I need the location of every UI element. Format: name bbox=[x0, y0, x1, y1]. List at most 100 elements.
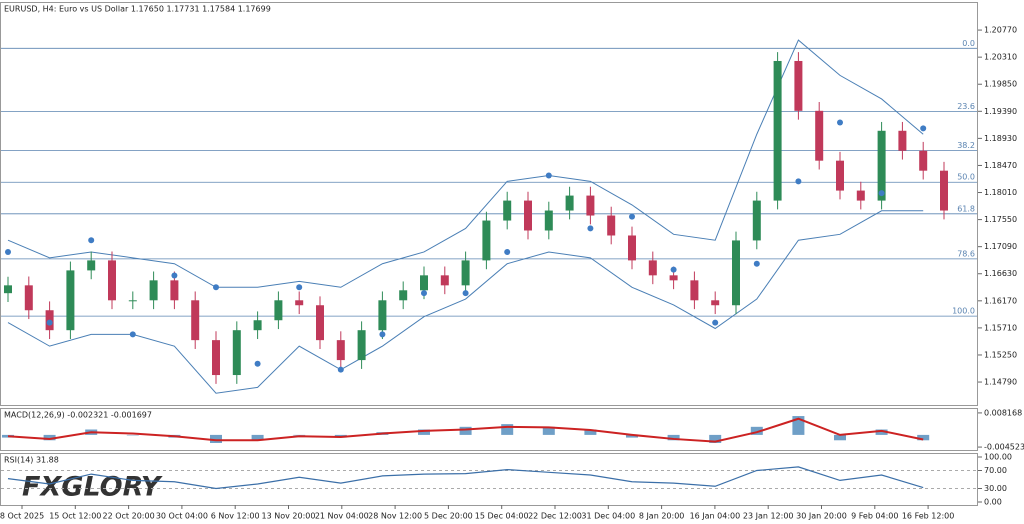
sar-dot bbox=[837, 119, 843, 126]
macd-bar bbox=[834, 434, 846, 441]
y-tick-label: 1.15710 bbox=[984, 323, 1017, 332]
x-tick-label: 21 Nov 04:00 bbox=[315, 512, 369, 521]
y-tick-label: 1.18010 bbox=[984, 188, 1017, 197]
candle-body bbox=[274, 300, 283, 321]
candle-body bbox=[690, 280, 699, 301]
x-tick-label: 31 Dec 04:00 bbox=[581, 512, 635, 521]
fib-label: 50.0 bbox=[957, 173, 975, 182]
fib-label: 0.0 bbox=[962, 39, 975, 48]
candle-body bbox=[87, 260, 96, 271]
candle-body bbox=[4, 285, 12, 294]
candle-body bbox=[24, 285, 33, 311]
sar-dot bbox=[920, 125, 927, 132]
candle-body bbox=[399, 290, 408, 301]
rsi-title: RSI(14) 31.88 bbox=[4, 456, 59, 465]
x-tick-label: 28 Nov 12:00 bbox=[368, 512, 422, 521]
candle-body bbox=[357, 330, 366, 361]
macd-bar bbox=[43, 434, 56, 441]
sar-dot bbox=[462, 290, 469, 297]
sar-dot bbox=[46, 319, 53, 326]
sar-dot bbox=[254, 360, 261, 367]
bollinger-lower bbox=[7, 210, 924, 394]
candle-body bbox=[295, 300, 304, 306]
candle-body bbox=[524, 200, 532, 231]
macd-bar bbox=[709, 434, 722, 443]
macd-tick-label: -0.004523 bbox=[984, 443, 1024, 452]
macd-bar bbox=[875, 429, 888, 435]
sar-dot bbox=[421, 290, 427, 297]
macd-bar bbox=[626, 434, 638, 438]
candle-body bbox=[940, 170, 948, 211]
fib-label: 100.0 bbox=[952, 307, 975, 316]
candle-body bbox=[316, 305, 324, 341]
sar-dot bbox=[213, 284, 219, 291]
sar-dot bbox=[171, 272, 178, 279]
chart-title: EURUSD, H4: Euro vs US Dollar 1.17650 1.… bbox=[4, 5, 271, 14]
y-tick-label: 1.16170 bbox=[984, 296, 1017, 305]
fib-label: 61.8 bbox=[957, 204, 975, 213]
sar-dot bbox=[629, 213, 635, 220]
candle-body bbox=[919, 150, 928, 171]
x-tick-label: 16 Jan 04:00 bbox=[690, 512, 741, 521]
rsi-tick-label: 0.00 bbox=[984, 498, 1002, 507]
x-tick-label: 30 Oct 04:00 bbox=[156, 512, 208, 521]
fib-label: 23.6 bbox=[957, 102, 975, 111]
fib-label: 38.2 bbox=[957, 141, 975, 150]
x-tick-label: 15 Dec 04:00 bbox=[475, 512, 529, 521]
candle-body bbox=[336, 340, 345, 361]
y-tick-label: 1.16630 bbox=[984, 269, 1017, 278]
macd-bar bbox=[501, 424, 514, 435]
sar-dot bbox=[129, 331, 136, 338]
candle-body bbox=[856, 190, 865, 201]
rsi-tick-label: 100.00 bbox=[984, 453, 1012, 462]
candle-body bbox=[149, 280, 158, 301]
candle-body bbox=[648, 260, 657, 276]
y-tick-label: 1.18930 bbox=[984, 134, 1017, 143]
x-tick-label: 30 Jan 20:00 bbox=[796, 512, 847, 521]
candle-body bbox=[544, 210, 553, 231]
y-tick-label: 1.17090 bbox=[984, 242, 1017, 251]
macd-bar bbox=[542, 426, 555, 435]
candle-body bbox=[378, 300, 387, 331]
x-tick-label: 15 Oct 12:00 bbox=[49, 512, 101, 521]
candle-body bbox=[773, 60, 782, 201]
candle-body bbox=[212, 340, 220, 376]
x-tick-label: 22 Dec 12:00 bbox=[528, 512, 582, 521]
candle-body bbox=[170, 280, 179, 301]
rsi-tick-label: 70.00 bbox=[984, 466, 1007, 475]
watermark: FXGLORY bbox=[22, 472, 163, 503]
macd-bar bbox=[293, 434, 306, 436]
candle-body bbox=[877, 130, 886, 201]
rsi-panel bbox=[0, 453, 978, 506]
sar-dot bbox=[670, 266, 677, 273]
candle-body bbox=[565, 195, 574, 211]
candle-body bbox=[586, 195, 595, 216]
candle-body bbox=[898, 130, 907, 151]
candle-body bbox=[482, 220, 491, 261]
candle-body bbox=[253, 320, 262, 331]
sar-dot bbox=[712, 319, 719, 326]
y-tick-label: 1.14790 bbox=[984, 378, 1017, 387]
macd-bar bbox=[210, 434, 222, 443]
rsi-line bbox=[7, 466, 924, 490]
x-tick-label: 23 Jan 12:00 bbox=[743, 512, 794, 521]
candle-body bbox=[503, 200, 512, 221]
y-tick-label: 1.19390 bbox=[984, 107, 1017, 116]
sar-dot bbox=[504, 248, 511, 255]
candle-body bbox=[752, 200, 761, 241]
x-tick-label: 5 Dec 20:00 bbox=[424, 512, 473, 521]
x-tick-label: 8 Jan 20:00 bbox=[639, 512, 685, 521]
sar-dot bbox=[337, 366, 344, 373]
macd-bar bbox=[917, 434, 930, 441]
macd-bar bbox=[418, 429, 430, 435]
macd-title: MACD(12,26,9) -0.002321 -0.001697 bbox=[4, 411, 152, 420]
candle-body bbox=[607, 215, 616, 236]
fib-label: 78.6 bbox=[957, 249, 975, 258]
candle-body bbox=[815, 110, 824, 161]
candle-body bbox=[669, 275, 678, 281]
candle-body bbox=[461, 260, 470, 286]
sar-dot bbox=[587, 225, 594, 232]
x-tick-label: 6 Nov 12:00 bbox=[211, 512, 260, 521]
sar-dot bbox=[878, 190, 885, 197]
